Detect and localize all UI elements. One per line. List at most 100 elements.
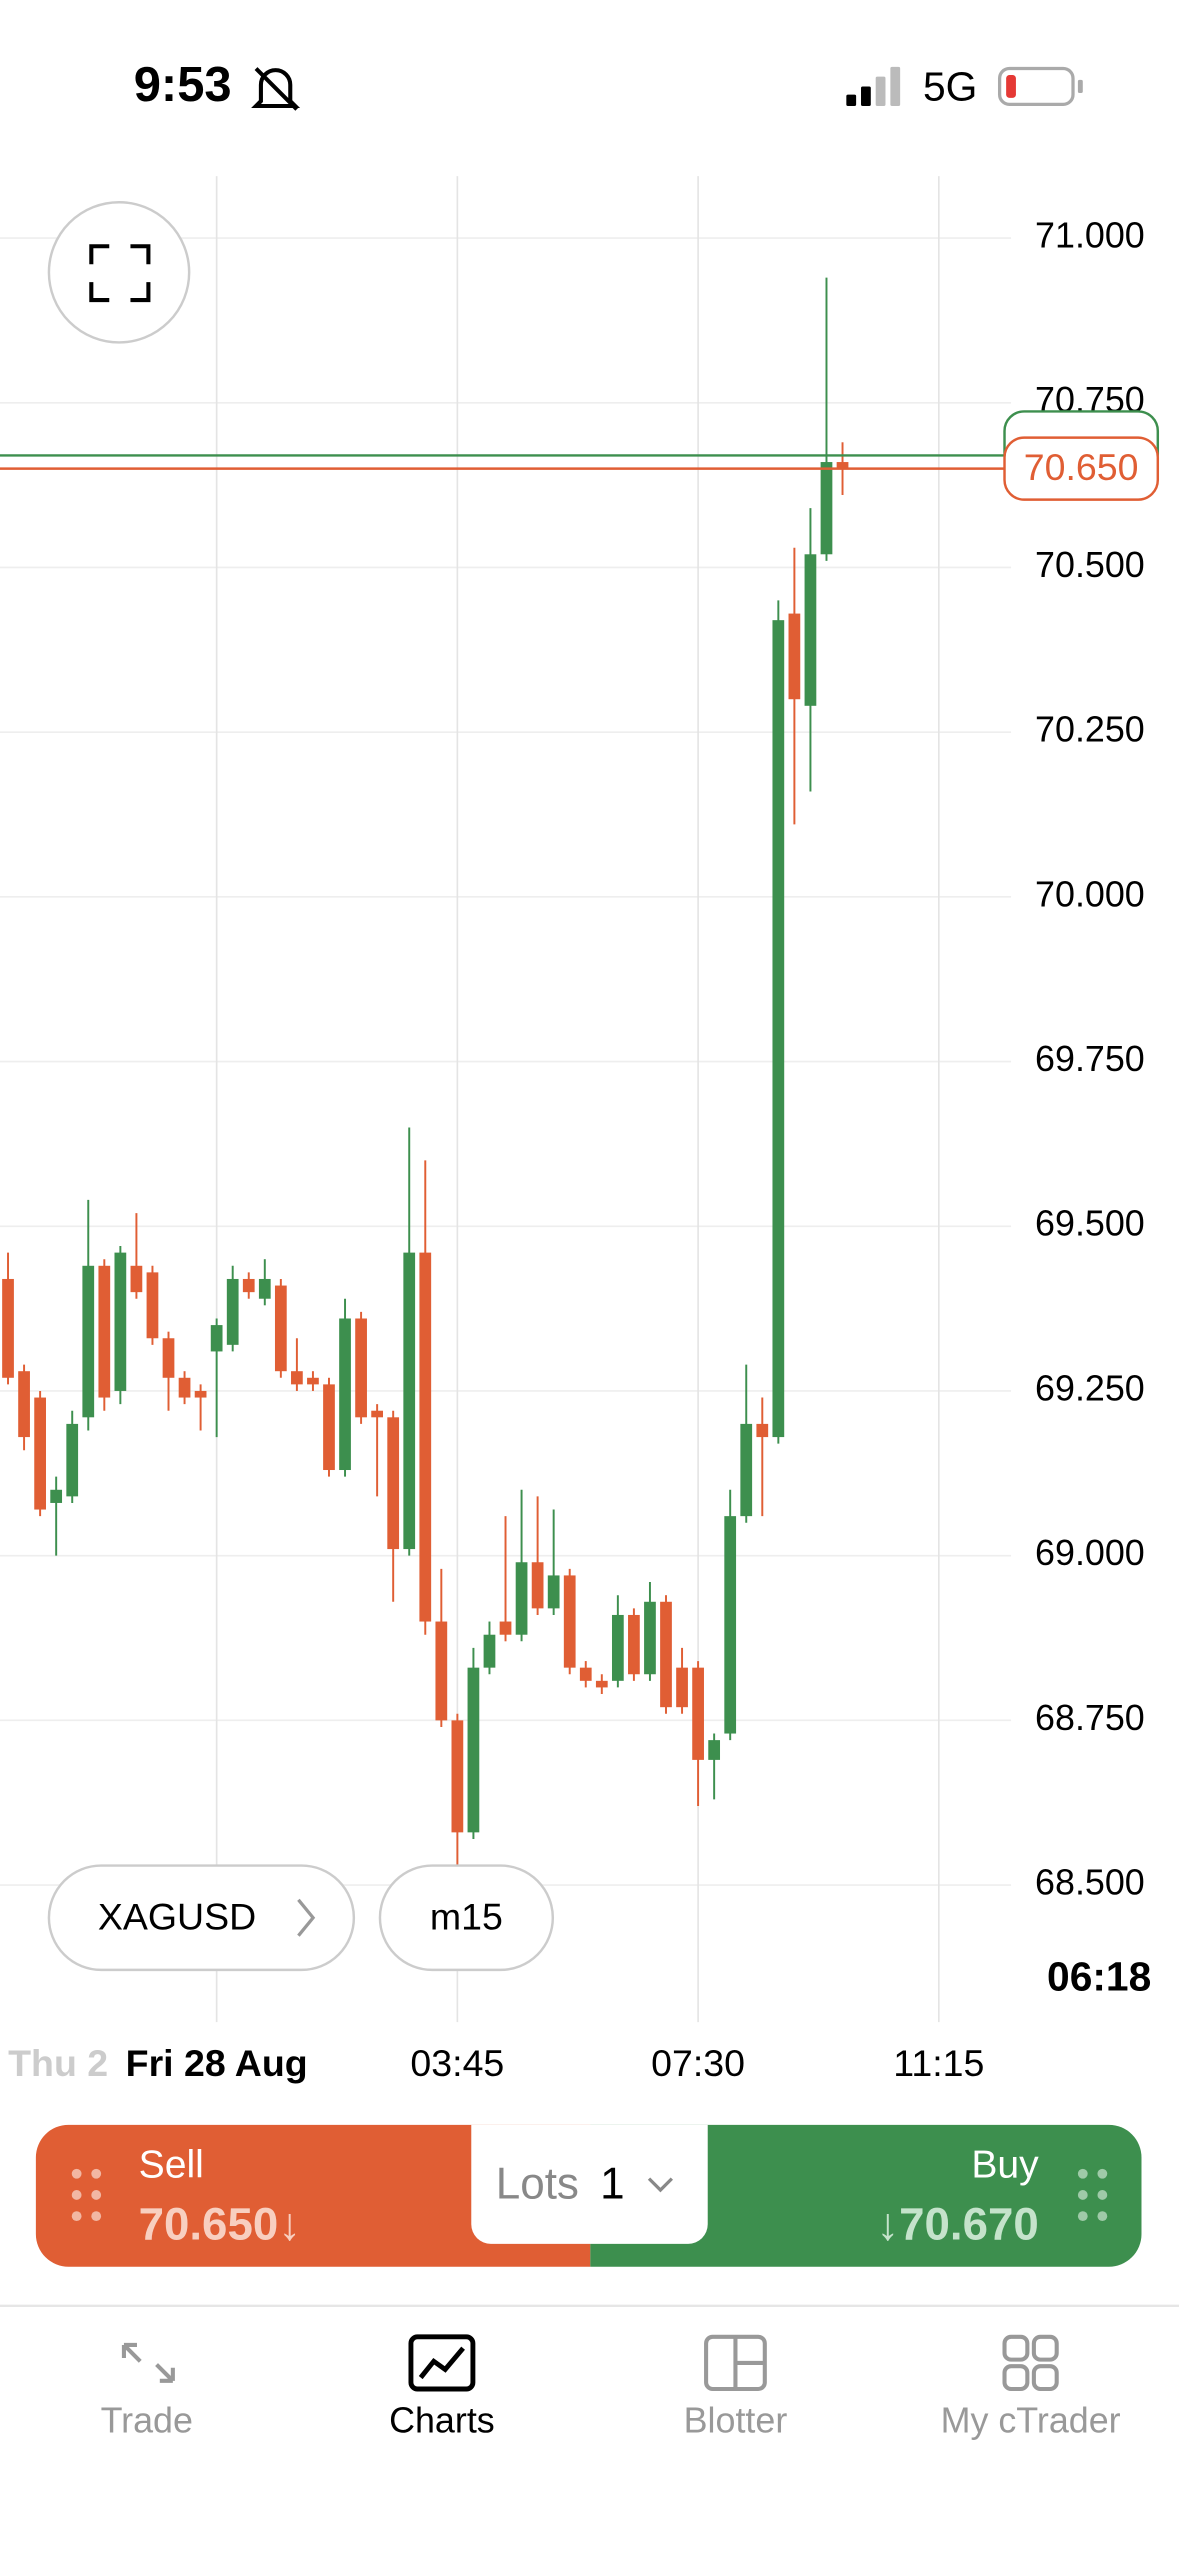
candle-body xyxy=(660,1601,672,1708)
network: 5G xyxy=(923,63,977,109)
x-sticky-label: Thu 2 xyxy=(8,2042,108,2084)
tab-my-ctrader[interactable]: My cTrader xyxy=(941,2334,1121,2441)
candle-body xyxy=(130,1265,143,1293)
price-tag xyxy=(1003,436,1160,501)
candle-body xyxy=(628,1614,640,1675)
candle-body xyxy=(595,1680,608,1688)
candle-body xyxy=(98,1265,111,1398)
symbol-chip[interactable]: XAGUSD xyxy=(47,1864,356,1972)
lots-value: 1 xyxy=(600,2159,624,2208)
candle-body xyxy=(692,1667,704,1760)
y-tick-label: 70.500 xyxy=(1035,545,1145,585)
candle-body xyxy=(740,1423,753,1517)
y-tick-label: 69.000 xyxy=(1035,1533,1145,1573)
candle-body xyxy=(579,1667,592,1681)
candle-body xyxy=(242,1278,255,1293)
sell-price: 70.650↓ xyxy=(139,2199,301,2250)
clock: 9:53 xyxy=(134,58,232,112)
candle-body xyxy=(50,1489,63,1503)
candle-body xyxy=(788,613,801,700)
candle-body xyxy=(644,1601,656,1675)
candle-body xyxy=(467,1667,480,1833)
y-tick-label: 69.250 xyxy=(1035,1368,1145,1408)
tab-trade[interactable]: Trade xyxy=(101,2342,193,2441)
x-tick-label: 11:15 xyxy=(893,2042,984,2084)
timeframe-chip[interactable]: m15 xyxy=(378,1864,555,1972)
buy-button[interactable]: Buy ↓70.670 xyxy=(590,2124,1142,2267)
timeframe: m15 xyxy=(430,1895,503,1937)
tab-blotter[interactable]: Blotter xyxy=(684,2334,788,2441)
fullscreen-button[interactable] xyxy=(47,201,191,344)
candle-body xyxy=(820,462,833,555)
candle-body xyxy=(66,1423,79,1497)
buy-price: ↓70.670 xyxy=(876,2199,1038,2250)
lots-selector[interactable]: Lots 1 xyxy=(471,2124,708,2244)
candle-body xyxy=(18,1371,30,1438)
candle-body xyxy=(611,1614,624,1681)
candle-body xyxy=(82,1265,95,1418)
y-tick-label: 69.500 xyxy=(1035,1204,1145,1244)
candle-body xyxy=(146,1272,159,1339)
candle-body xyxy=(339,1318,351,1471)
candle-body xyxy=(387,1417,400,1550)
candle-body xyxy=(291,1371,303,1385)
price-tag-label: 70.650 xyxy=(1024,446,1139,488)
candle-body xyxy=(210,1325,223,1352)
candle-body xyxy=(226,1278,239,1345)
tab-label: My cTrader xyxy=(941,2401,1121,2441)
candle-body xyxy=(676,1667,688,1708)
candle-body xyxy=(371,1410,384,1418)
y-tick-label: 70.000 xyxy=(1035,874,1145,914)
candle-body xyxy=(34,1397,46,1510)
candle-body xyxy=(563,1575,576,1668)
symbol: XAGUSD xyxy=(98,1895,256,1937)
candle-body xyxy=(355,1318,367,1418)
buy-label: Buy xyxy=(971,2144,1039,2187)
candle-body xyxy=(451,1720,464,1833)
candle-body xyxy=(114,1252,127,1391)
x-tick-label: Fri 28 Aug xyxy=(126,2042,308,2084)
countdown: 06:18 xyxy=(1047,1953,1151,1999)
y-tick-label: 68.500 xyxy=(1035,1863,1145,1903)
candle-body xyxy=(515,1562,528,1635)
candle-body xyxy=(499,1621,512,1635)
y-tick-label: 70.250 xyxy=(1035,710,1145,750)
candle-body xyxy=(258,1278,271,1299)
tab-charts[interactable]: Charts xyxy=(389,2334,495,2441)
x-tick-label: 07:30 xyxy=(651,2042,745,2084)
candle-body xyxy=(323,1384,335,1471)
candle-body xyxy=(756,1423,769,1438)
candle-body xyxy=(162,1338,175,1378)
candle-body xyxy=(194,1390,207,1398)
sell-label: Sell xyxy=(139,2144,204,2187)
y-tick-label: 69.750 xyxy=(1035,1039,1145,1079)
x-tick-label: 03:45 xyxy=(410,2042,504,2084)
candle-body xyxy=(772,620,785,1438)
candle-body xyxy=(483,1634,496,1668)
battery-icon xyxy=(997,66,1083,107)
tab-label: Charts xyxy=(389,2401,495,2441)
y-tick-label: 71.000 xyxy=(1035,216,1145,256)
candle-body xyxy=(2,1278,14,1378)
chart: 68.500 68.750 69.000 69.250 69.500 69.750 70.0… xyxy=(0,176,1160,2084)
candle-body xyxy=(836,462,849,469)
candle-body xyxy=(178,1377,191,1398)
sell-button[interactable]: Sell 70.650↓ xyxy=(35,2124,591,2267)
candle-body xyxy=(708,1740,721,1760)
tab-label: Blotter xyxy=(684,2401,788,2441)
candle-body xyxy=(724,1516,737,1734)
tab-label: Trade xyxy=(101,2401,193,2441)
candle-body xyxy=(307,1377,319,1385)
candle-body xyxy=(419,1252,432,1622)
candle-body xyxy=(403,1252,416,1550)
signal-icon xyxy=(846,66,901,107)
candle-body xyxy=(274,1285,287,1372)
candle-body xyxy=(804,554,817,706)
y-tick-label: 68.750 xyxy=(1035,1698,1145,1738)
candle-body xyxy=(547,1575,560,1609)
candle-body xyxy=(435,1621,448,1721)
lots-label: Lots xyxy=(496,2159,579,2208)
candle-body xyxy=(531,1562,544,1609)
